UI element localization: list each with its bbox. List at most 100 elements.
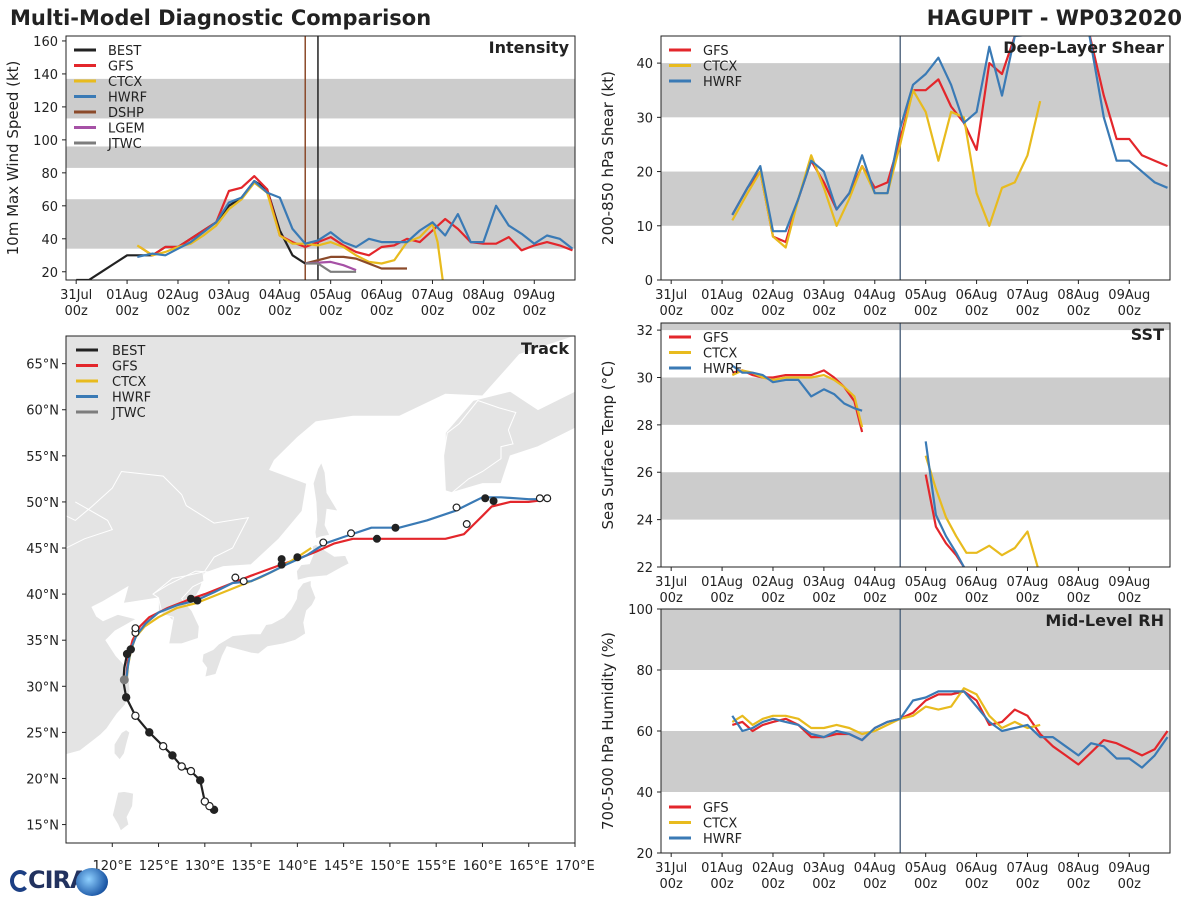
shear-xtick-label2-3: 00z bbox=[812, 304, 836, 319]
sst-frame bbox=[660, 322, 1171, 568]
track-frame bbox=[65, 335, 576, 844]
sst-series-group bbox=[731, 364, 1039, 567]
rh-series-ctcx-1 bbox=[731, 687, 1041, 736]
rh-xtick-label2-8: 00z bbox=[1067, 877, 1091, 892]
shear-xtick-label2-1: 00z bbox=[710, 304, 734, 319]
intensity-legend-label-best: BEST bbox=[108, 44, 141, 59]
track-ytick-label-9: 60°N bbox=[26, 404, 59, 419]
rh-xtick-label2-1: 00z bbox=[710, 877, 734, 892]
track-forecast-marker-11 bbox=[452, 503, 461, 512]
sst-title: SST bbox=[1131, 325, 1164, 344]
track-ytick-label-1: 20°N bbox=[26, 772, 59, 787]
track-legend-label-gfs: GFS bbox=[112, 360, 138, 375]
track-ytick-label-7: 50°N bbox=[26, 496, 59, 511]
rh-xtick-label2-5: 00z bbox=[914, 877, 938, 892]
rh-band-1 bbox=[661, 609, 1170, 670]
intensity-xtick-label2-1: 00z bbox=[115, 304, 139, 319]
intensity-ytick-label-5: 120 bbox=[33, 101, 58, 116]
shear-frame bbox=[660, 35, 1171, 281]
rh-legend-label-hwrf: HWRF bbox=[703, 832, 742, 847]
track-best-marker-2 bbox=[200, 797, 210, 806]
intensity-xtick-label-0: 31Jul bbox=[60, 288, 92, 303]
sst-xtick-label2-1: 00z bbox=[710, 591, 734, 606]
sst-ytick-label-5: 32 bbox=[636, 324, 653, 339]
rh-xtick-label2-6: 00z bbox=[965, 877, 989, 892]
intensity-ylabel: 10m Max Wind Speed (kt) bbox=[4, 61, 22, 256]
sst-xtick-label-6: 06Aug bbox=[956, 575, 998, 590]
shear-band-0 bbox=[661, 171, 1170, 226]
intensity-legend-label-dshp: DSHP bbox=[108, 106, 144, 121]
intensity-series-jtwc-6 bbox=[305, 262, 357, 273]
rh-xtick-label2-0: 00z bbox=[659, 877, 683, 892]
track-xtick-label-7: 155°E bbox=[416, 859, 456, 874]
track-best-marker-14 bbox=[126, 645, 135, 654]
track-xtick-label-0: 120°E bbox=[93, 859, 133, 874]
track-xtick-label-2: 130°E bbox=[185, 859, 225, 874]
intensity-xtick-label2-3: 00z bbox=[217, 304, 241, 319]
track-xtick-label-1: 125°E bbox=[139, 859, 179, 874]
track-land-taiwan bbox=[113, 728, 131, 761]
track-best-marker-8 bbox=[145, 728, 154, 737]
rh-xtick-label-3: 03Aug bbox=[803, 861, 845, 876]
sst-bg bbox=[661, 323, 1170, 567]
intensity-xtick-label-6: 06Aug bbox=[361, 288, 403, 303]
track-ytick-label-6: 45°N bbox=[26, 542, 59, 557]
track-forecast-marker-2 bbox=[231, 573, 240, 582]
sst-series-hwrf-4 bbox=[731, 364, 863, 412]
rh-series-hwrf-2 bbox=[731, 690, 1169, 769]
intensity-xtick-label-5: 05Aug bbox=[310, 288, 352, 303]
shear-xtick-label2-7: 00z bbox=[1016, 304, 1040, 319]
track-xtick-label-4: 140°E bbox=[278, 859, 318, 874]
intensity-ytick-label-3: 80 bbox=[41, 167, 58, 182]
sst-legend-label-hwrf: HWRF bbox=[703, 362, 742, 377]
track-forecast-marker-15 bbox=[535, 494, 544, 503]
rh-xtick-label2-4: 00z bbox=[863, 877, 887, 892]
track-forecast-marker-1 bbox=[193, 596, 202, 605]
shear-xtick-label-8: 08Aug bbox=[1057, 288, 1099, 303]
track-xtick-label-10: 170°E bbox=[555, 859, 595, 874]
sst-ytick-label-4: 30 bbox=[636, 371, 653, 386]
intensity-xtick-label2-5: 00z bbox=[319, 304, 343, 319]
track-legend-label-best: BEST bbox=[112, 344, 145, 359]
track-best-marker-9 bbox=[131, 711, 140, 720]
logo-c-icon bbox=[10, 870, 30, 892]
sst-xtick-label2-0: 00z bbox=[659, 591, 683, 606]
shear-xtick-label-7: 07Aug bbox=[1007, 288, 1049, 303]
sst-band-1 bbox=[661, 377, 1170, 425]
shear-xtick-label2-9: 00z bbox=[1118, 304, 1142, 319]
rh-legend-label-ctcx: CTCX bbox=[703, 817, 737, 832]
shear-ytick-label-4: 40 bbox=[636, 57, 653, 72]
rh-panel: 2040608010031Jul00z01Aug00z02Aug00z03Aug… bbox=[599, 603, 1171, 892]
shear-xtick-label-5: 05Aug bbox=[905, 288, 947, 303]
intensity-xtick-label2-6: 00z bbox=[370, 304, 394, 319]
intensity-xtick-label-3: 03Aug bbox=[208, 288, 250, 303]
shear-panel: 01020304031Jul00z01Aug00z02Aug00z03Aug00… bbox=[599, 35, 1171, 319]
sst-legend-label-gfs: GFS bbox=[703, 331, 729, 346]
intensity-series-ctcx-2 bbox=[136, 181, 444, 280]
track-border-1 bbox=[66, 501, 114, 549]
sst-xtick-label2-8: 00z bbox=[1067, 591, 1091, 606]
shear-series-hwrf-2 bbox=[731, 36, 1168, 233]
sst-ytick-label-3: 28 bbox=[636, 419, 653, 434]
shear-ytick-label-2: 20 bbox=[636, 166, 653, 181]
shear-xtick-label2-0: 00z bbox=[659, 304, 683, 319]
track-xtick-label-6: 150°E bbox=[370, 859, 410, 874]
rh-band-0 bbox=[661, 731, 1170, 792]
sst-ytick-label-2: 26 bbox=[636, 466, 653, 481]
intensity-band-1 bbox=[66, 146, 575, 168]
shear-xtick-label-3: 03Aug bbox=[803, 288, 845, 303]
sst-band-2 bbox=[661, 323, 1170, 331]
rh-xtick-label2-2: 00z bbox=[761, 877, 785, 892]
sst-xtick-label2-2: 00z bbox=[761, 591, 785, 606]
intensity-panel: 2040608010012014016031Jul00z01Aug00z02Au… bbox=[4, 35, 576, 319]
sst-xtick-label2-5: 00z bbox=[914, 591, 938, 606]
track-ytick-label-8: 55°N bbox=[26, 450, 59, 465]
sst-legend-label-ctcx: CTCX bbox=[703, 347, 737, 362]
intensity-xtick-label2-4: 00z bbox=[268, 304, 292, 319]
track-series-group bbox=[119, 494, 552, 815]
intensity-title: Intensity bbox=[489, 38, 570, 57]
track-forecast-marker-18 bbox=[131, 624, 140, 633]
track-forecast-marker-9 bbox=[372, 534, 381, 543]
shear-xtick-label2-6: 00z bbox=[965, 304, 989, 319]
intensity-frame bbox=[65, 35, 576, 281]
